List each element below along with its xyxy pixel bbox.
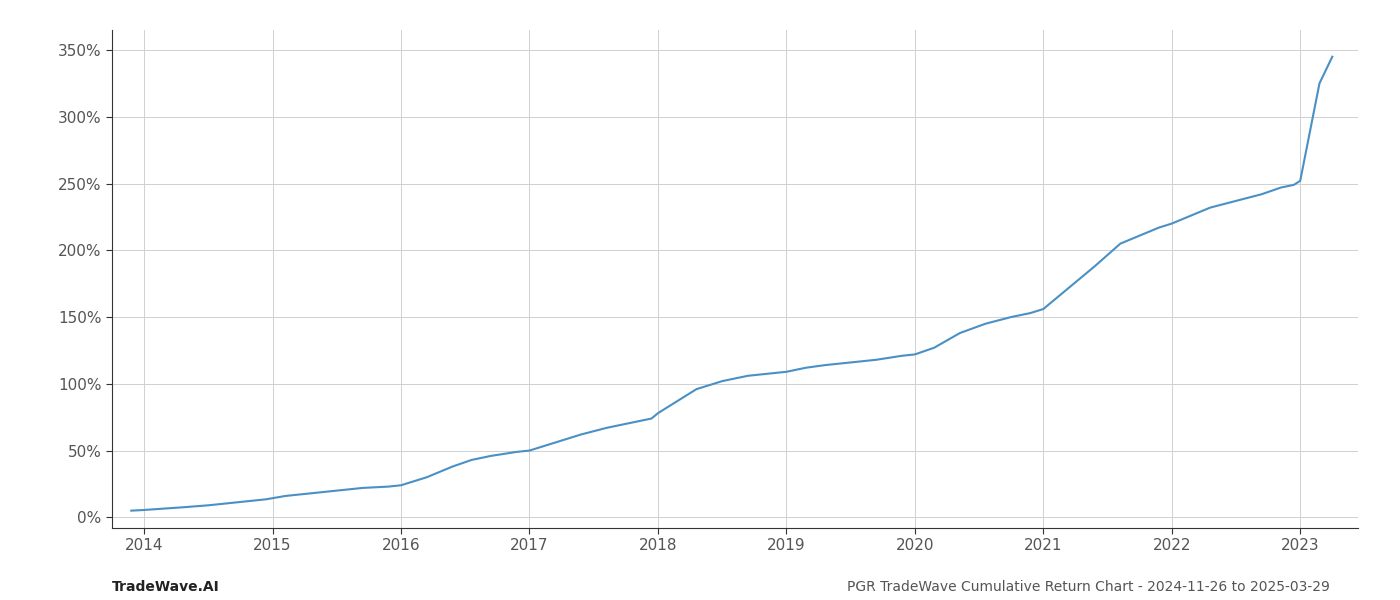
Text: TradeWave.AI: TradeWave.AI [112, 580, 220, 594]
Text: PGR TradeWave Cumulative Return Chart - 2024-11-26 to 2025-03-29: PGR TradeWave Cumulative Return Chart - … [847, 580, 1330, 594]
